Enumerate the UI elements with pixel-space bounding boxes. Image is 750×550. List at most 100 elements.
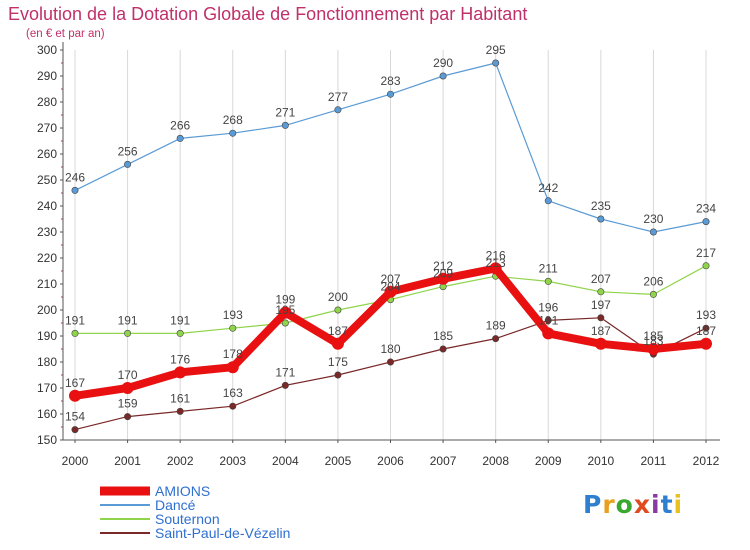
- data-label-souternon-2001: 191: [118, 313, 138, 327]
- x-tick-label-2009: 2009: [535, 454, 562, 468]
- y-tick-label-240: 240: [37, 199, 57, 213]
- chart-subtitle: (en € et par an): [26, 28, 105, 40]
- data-label-saint-paul-de-vezelin-2012: 193: [696, 308, 716, 322]
- logo-letter: t: [660, 490, 674, 519]
- data-label-dance-2004: 271: [275, 105, 295, 119]
- data-point-souternon-2012: [702, 262, 710, 270]
- data-point-amions-2011: [647, 343, 660, 355]
- data-label-saint-paul-de-vezelin-2005: 175: [328, 355, 348, 369]
- data-point-dance-2007: [439, 72, 447, 80]
- data-label-amions-2008: 216: [486, 248, 506, 262]
- data-point-souternon-2005: [334, 306, 342, 314]
- data-label-amions-2012: 187: [696, 324, 716, 338]
- data-point-amions-2001: [121, 382, 134, 394]
- logo-letter: P: [583, 490, 603, 519]
- y-tick-label-230: 230: [37, 225, 57, 239]
- data-point-amions-2003: [226, 361, 239, 374]
- data-label-dance-2001: 256: [118, 144, 138, 158]
- data-point-amions-2004: [279, 306, 292, 319]
- y-tick-label-300: 300: [37, 43, 57, 57]
- data-label-souternon-2011: 206: [643, 274, 663, 288]
- data-label-amions-2007: 212: [433, 259, 453, 273]
- y-tick-label-260: 260: [37, 147, 57, 161]
- data-label-souternon-2006: 204: [380, 280, 400, 294]
- data-label-souternon-2007: 209: [433, 267, 453, 281]
- data-label-amions-2002: 176: [170, 352, 190, 366]
- data-label-saint-paul-de-vezelin-2010: 197: [591, 298, 611, 312]
- data-label-dance-2005: 277: [328, 90, 348, 104]
- y-tick-label-170: 170: [37, 381, 57, 395]
- data-point-saint-paul-de-vezelin-2007: [439, 345, 447, 353]
- legend-label-souternon: Souternon: [155, 511, 220, 527]
- y-tick-label-270: 270: [37, 121, 57, 135]
- legend-swatch-souternon: [100, 518, 150, 520]
- data-point-amions-2007: [437, 272, 450, 285]
- legend-label-saint-paul-de-vezelin: Saint-Paul-de-Vézelin: [155, 525, 291, 541]
- y-tick-label-250: 250: [37, 173, 57, 187]
- data-label-saint-paul-de-vezelin-2007: 185: [433, 329, 453, 343]
- data-point-dance-2009: [544, 197, 552, 205]
- data-label-souternon-2003: 193: [223, 308, 243, 322]
- logo-letter: i: [673, 490, 684, 519]
- data-label-saint-paul-de-vezelin-2009: 196: [538, 300, 558, 314]
- x-tick-label-2003: 2003: [219, 454, 246, 468]
- legend-swatch-amions: [100, 486, 150, 496]
- data-point-souternon-2000: [71, 329, 79, 337]
- y-tick-label-150: 150: [37, 433, 57, 447]
- data-label-souternon-2010: 207: [591, 272, 611, 286]
- data-point-saint-paul-de-vezelin-2001: [124, 413, 132, 421]
- data-point-amions-2010: [594, 337, 607, 350]
- proxiti-logo: Proxiti: [583, 490, 683, 519]
- legend-label-amions: AMIONS: [155, 483, 211, 499]
- data-point-dance-2010: [597, 215, 605, 223]
- x-tick-label-2007: 2007: [430, 454, 457, 468]
- data-point-dance-2011: [649, 228, 657, 236]
- data-label-saint-paul-de-vezelin-2000: 154: [65, 410, 85, 424]
- data-label-dance-2010: 235: [591, 199, 611, 213]
- data-point-souternon-2002: [176, 329, 184, 337]
- data-label-amions-2004: 199: [275, 293, 295, 307]
- data-point-amions-2006: [384, 285, 397, 298]
- data-point-souternon-2003: [229, 324, 237, 332]
- logo-letter: i: [651, 490, 661, 519]
- data-point-saint-paul-de-vezelin-2008: [492, 335, 500, 343]
- x-tick-label-2012: 2012: [693, 454, 720, 468]
- data-label-amions-2010: 187: [591, 324, 611, 338]
- data-point-dance-2012: [702, 218, 710, 226]
- data-label-saint-paul-de-vezelin-2003: 163: [223, 386, 243, 400]
- data-label-dance-2006: 283: [380, 74, 400, 88]
- data-point-saint-paul-de-vezelin-2002: [176, 407, 184, 415]
- data-label-dance-2002: 266: [170, 118, 190, 132]
- data-point-saint-paul-de-vezelin-2012: [702, 324, 710, 332]
- data-label-souternon-2012: 217: [696, 246, 716, 260]
- data-point-saint-paul-de-vezelin-2010: [597, 314, 605, 322]
- data-label-souternon-2008: 213: [486, 256, 506, 270]
- data-label-dance-2000: 246: [65, 170, 85, 184]
- data-label-amions-2009: 191: [538, 313, 558, 327]
- data-label-souternon-2000: 191: [65, 313, 85, 327]
- data-point-dance-2001: [124, 160, 132, 168]
- x-tick-label-2011: 2011: [641, 454, 667, 468]
- data-point-dance-2000: [71, 186, 79, 194]
- logo-letter: x: [633, 490, 651, 519]
- x-tick-label-2001: 2001: [114, 454, 141, 468]
- x-tick-label-2000: 2000: [62, 454, 89, 468]
- x-tick-label-2004: 2004: [272, 454, 299, 468]
- x-tick-label-2006: 2006: [377, 454, 404, 468]
- data-label-souternon-2002: 191: [170, 313, 190, 327]
- y-tick-label-180: 180: [37, 355, 57, 369]
- x-tick-label-2005: 2005: [325, 454, 352, 468]
- data-label-souternon-2004: 195: [275, 303, 295, 317]
- data-label-saint-paul-de-vezelin-2004: 171: [275, 365, 295, 379]
- data-label-dance-2011: 230: [643, 212, 663, 226]
- logo-letter: o: [615, 490, 634, 519]
- data-label-saint-paul-de-vezelin-2008: 189: [486, 319, 506, 333]
- data-label-saint-paul-de-vezelin-2002: 161: [170, 391, 190, 405]
- x-tick-label-2010: 2010: [587, 454, 614, 468]
- data-point-dance-2008: [492, 59, 500, 67]
- data-label-amions-2001: 170: [118, 368, 138, 382]
- data-point-amions-2002: [174, 366, 187, 379]
- data-point-souternon-2009: [544, 277, 552, 285]
- data-label-amions-2011: 185: [643, 329, 663, 343]
